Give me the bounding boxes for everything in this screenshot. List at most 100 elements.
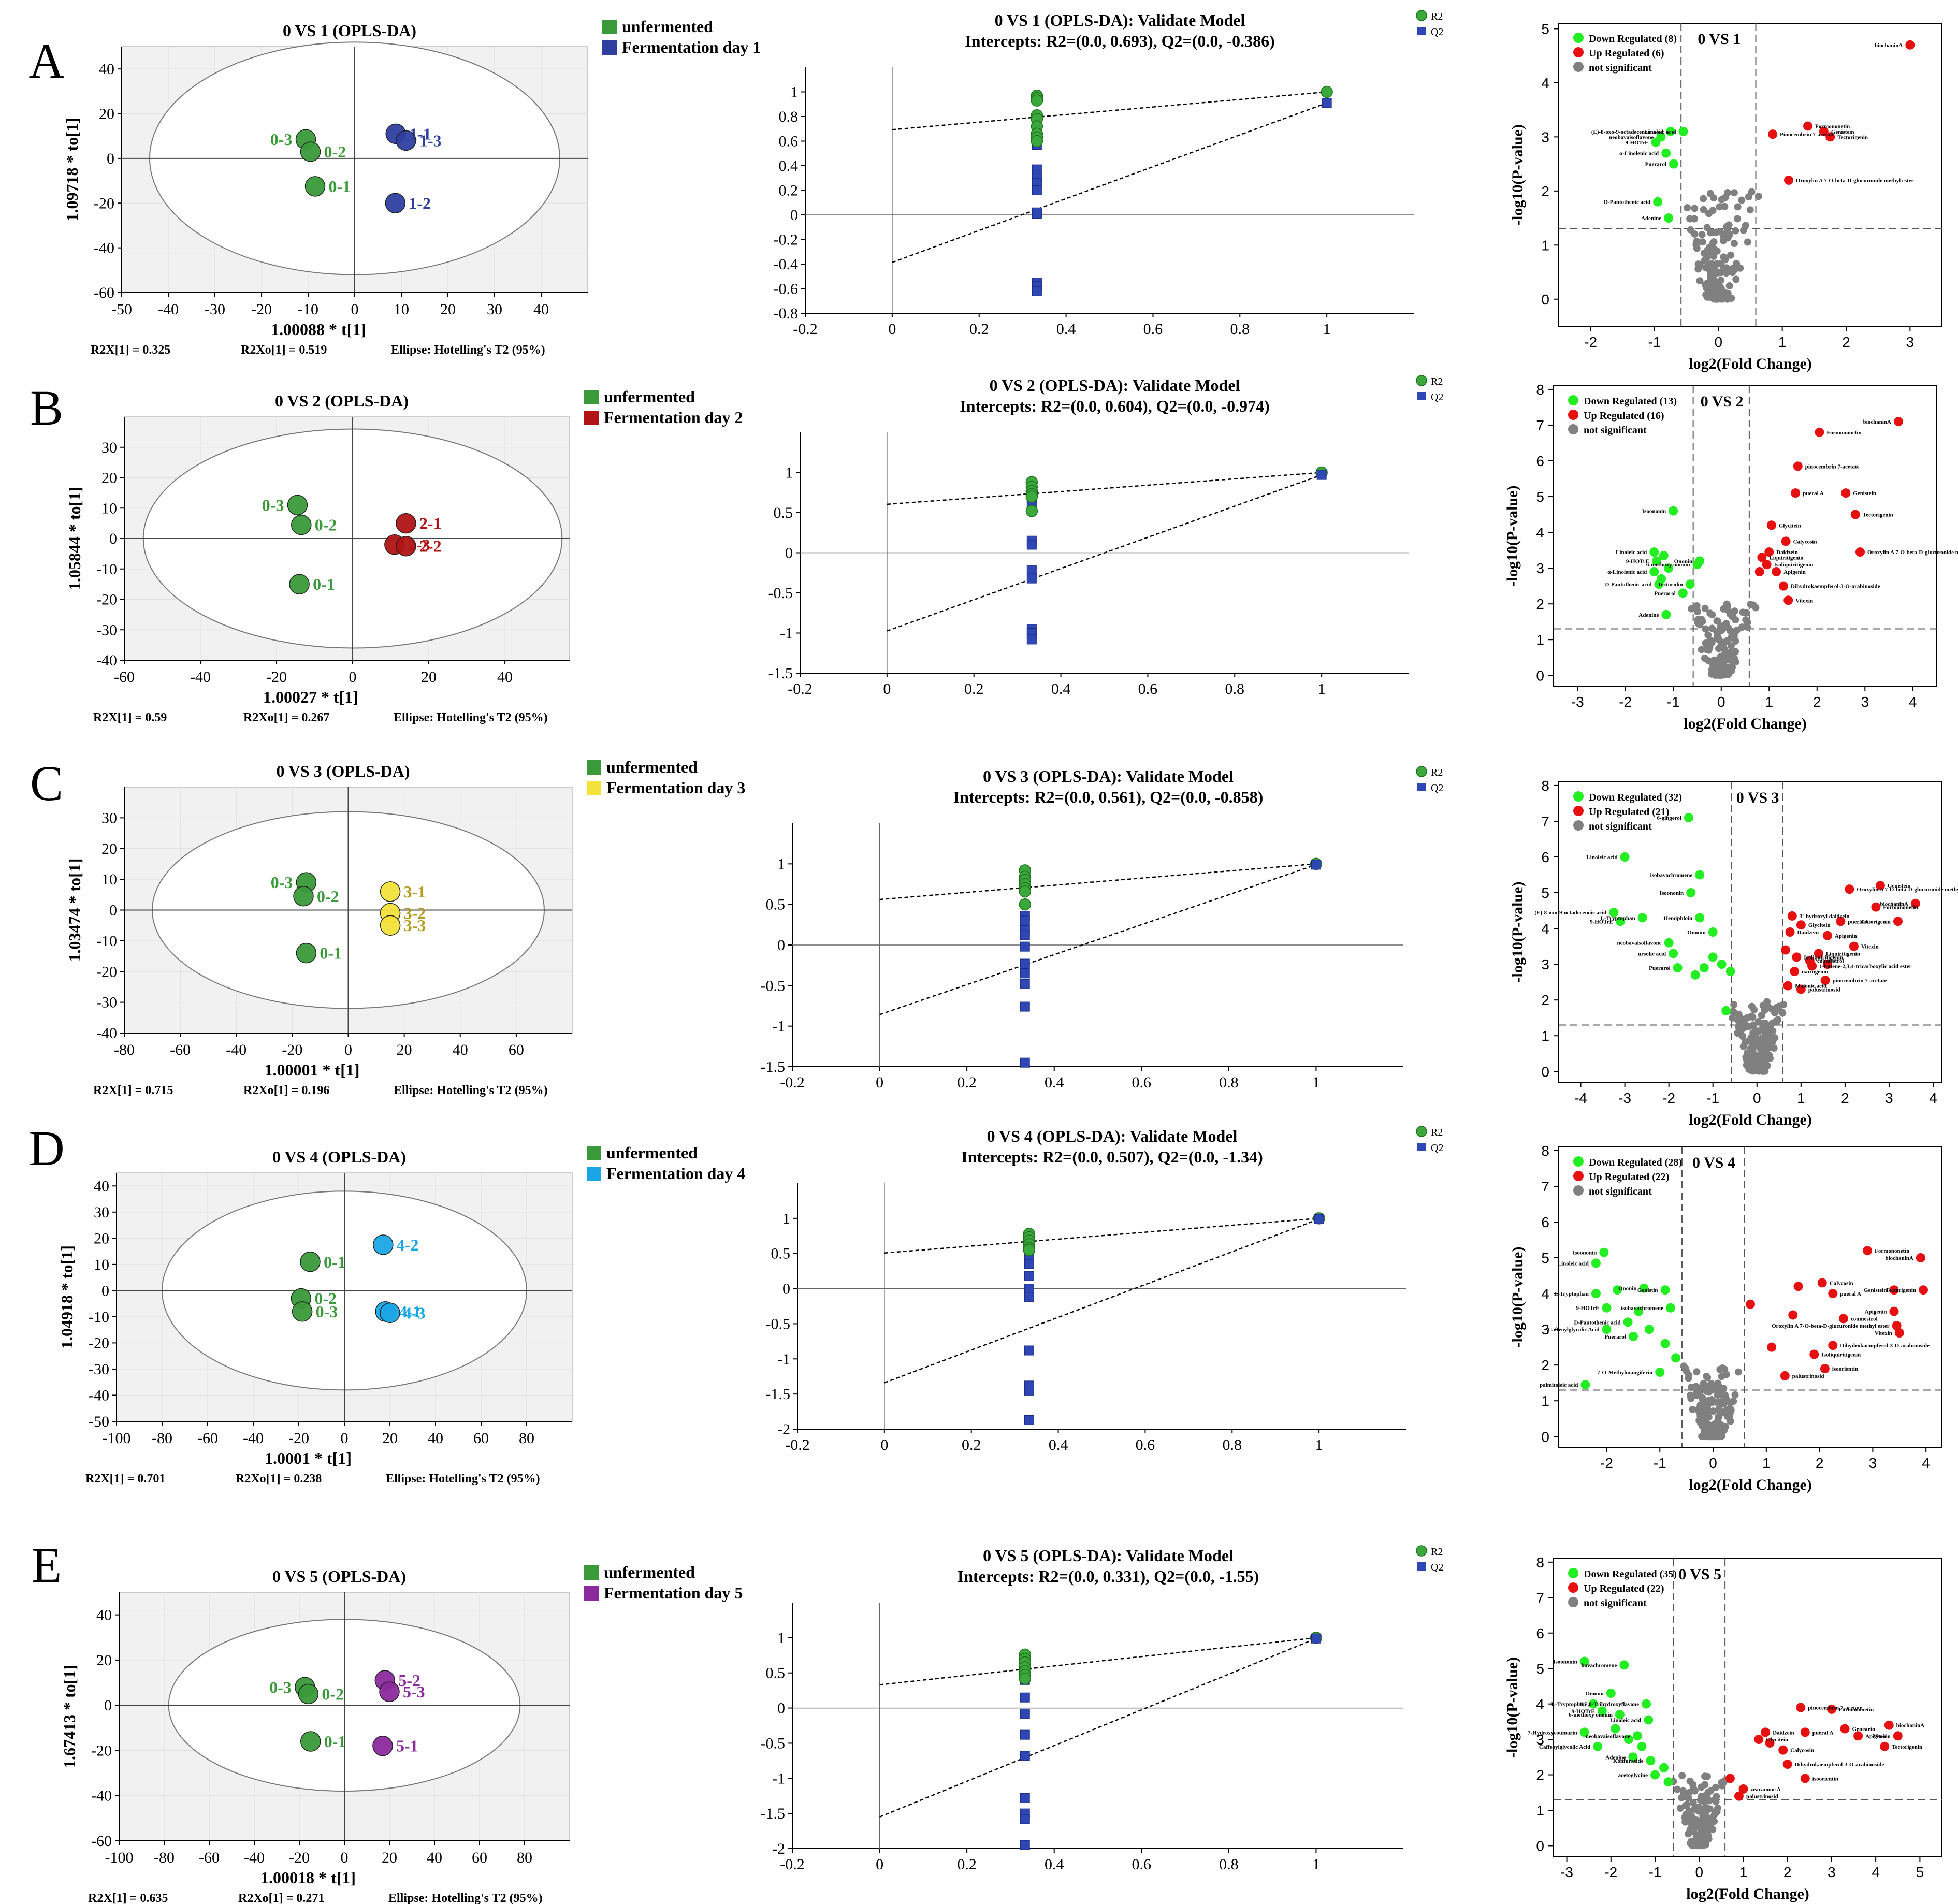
ns-point <box>1779 1009 1787 1017</box>
y-axis-label: -log10(P-value) <box>1509 124 1526 225</box>
ns-point <box>1709 1826 1717 1834</box>
q2-point <box>1032 286 1042 296</box>
y-tick-label: -1 <box>777 1350 790 1368</box>
x-axis-label: log2(Fold Change) <box>1689 1476 1812 1493</box>
legend-label: not significant <box>1589 62 1652 74</box>
metabolite-label: Puerarol <box>1649 965 1670 971</box>
volcano-title: 0 VS 4 <box>1692 1154 1735 1171</box>
chart-title: 0 VS 4 (OPLS-DA): Validate Model <box>987 1127 1238 1145</box>
ns-point <box>1676 1805 1684 1812</box>
up-point <box>1725 1774 1735 1783</box>
ns-point <box>1762 1035 1770 1043</box>
down-point <box>1664 563 1673 573</box>
x-tick-label: -0.2 <box>780 1074 805 1091</box>
footer-r2x: R2X[1] = 0.701 <box>85 1472 165 1486</box>
score-point-label: 0-1 <box>313 575 335 593</box>
y-tick-label: -0.2 <box>774 231 799 249</box>
x-tick-label: -60 <box>114 668 135 686</box>
metabolite-label: Apigenin <box>1865 1309 1887 1315</box>
ns-point <box>1686 1789 1693 1796</box>
x-tick-label: -20 <box>266 668 287 686</box>
down-point <box>1708 927 1718 937</box>
q2-point <box>1020 1001 1030 1012</box>
x-tick-label: 0.4 <box>1045 1856 1064 1873</box>
legend-swatch <box>602 20 617 34</box>
up-point <box>1838 1314 1848 1324</box>
metabolite-label: biochaninA <box>1896 1723 1924 1729</box>
up-point <box>1792 952 1802 962</box>
y-tick-label: 1 <box>782 1210 790 1227</box>
q2-point <box>1024 1259 1034 1269</box>
ns-point <box>1723 264 1731 272</box>
chart-title: 0 VS 4 (OPLS-DA) <box>272 1147 406 1166</box>
q2-point <box>1020 968 1030 979</box>
up-point <box>1894 1328 1904 1338</box>
x-axis-label: 1.0001 * t[1] <box>265 1449 352 1467</box>
up-point <box>1849 941 1859 951</box>
ns-point <box>1727 642 1735 650</box>
ns-point <box>1749 1022 1757 1030</box>
metabolite-label: (E)-8-oxo-9-octadecenoic acid <box>1534 910 1606 916</box>
r2-regression-line <box>887 472 1322 505</box>
legend-label: unfermented <box>606 758 698 776</box>
down-point <box>1639 1283 1649 1293</box>
plot-frame <box>1553 385 1937 687</box>
x-tick-label: -2 <box>1619 694 1632 710</box>
metabolite-label: Puerarol <box>1645 162 1666 168</box>
x-tick-label: 2 <box>1841 1090 1849 1106</box>
ns-point <box>1747 1058 1755 1066</box>
score-point-label: 0-1 <box>324 1253 346 1271</box>
x-tick-label: -100 <box>103 1430 131 1447</box>
y-tick-label: 2 <box>1541 1357 1549 1373</box>
metabolite-label: Formononetin <box>1875 1248 1909 1254</box>
ns-point <box>1744 1049 1751 1057</box>
y-axis-label: -log10(P-value) <box>1509 882 1526 983</box>
up-point <box>1787 911 1797 921</box>
down-point <box>1628 1752 1638 1762</box>
x-tick-label: 0.8 <box>1219 1856 1239 1873</box>
ns-point <box>1678 1772 1686 1780</box>
y-tick-label: 6 <box>1536 1625 1544 1641</box>
ns-point <box>1720 1427 1728 1434</box>
ns-point <box>1752 1029 1760 1037</box>
y-tick-label: -20 <box>96 591 117 608</box>
ns-point <box>1710 1811 1718 1819</box>
y-tick-label: -1.5 <box>761 1805 786 1822</box>
permutation-plot-D: -0.2 0 0.2 0.4 0.6 0.8 1 1 0.5 0 -0.5 -1 -1.5 -2 0 VS … <box>766 1126 1443 1454</box>
legend-label: Down Regulated (13) <box>1584 396 1677 407</box>
x-tick-label: 0 <box>876 1074 883 1091</box>
metabolite-label: palustrinosid <box>1792 1373 1824 1379</box>
x-tick-label: 10 <box>394 301 409 318</box>
x-tick-label: -1 <box>1706 1090 1719 1106</box>
metabolite-label: Ononin <box>1618 1286 1636 1292</box>
up-point <box>1892 1321 1902 1331</box>
metabolite-label: Ononin <box>1687 929 1705 936</box>
score-point-0-2 <box>291 514 312 535</box>
y-tick-label: -20 <box>94 195 114 212</box>
y-tick-label: 0.5 <box>774 504 793 521</box>
down-point <box>1661 148 1671 158</box>
up-point <box>1880 1741 1890 1751</box>
ns-point <box>1727 1417 1734 1425</box>
y-axis-label: 1.05844 * to[1] <box>65 487 84 590</box>
legend-q2-swatch <box>1417 392 1426 400</box>
q2-point-original <box>1316 470 1327 480</box>
up-point <box>1815 427 1824 437</box>
metabolite-label: Vitexin <box>1795 598 1813 604</box>
legend-swatch <box>602 40 617 55</box>
metabolite-label: Isoliquiritigenin <box>1804 954 1843 961</box>
ns-point <box>1715 269 1722 277</box>
x-tick-label: -0.2 <box>780 1856 805 1873</box>
metabolite-label: Tectorigenin <box>1886 1287 1916 1293</box>
y-tick-label: 0 <box>1541 1429 1549 1445</box>
ns-point <box>1732 275 1740 283</box>
y-tick-label: 0 <box>790 207 798 224</box>
chart-title: 0 VS 3 (OPLS-DA): Validate Model <box>983 767 1234 786</box>
legend-label: unfermented <box>604 387 695 406</box>
y-tick-label: 8 <box>1541 778 1549 794</box>
metabolite-label: Apigenin <box>1783 569 1806 575</box>
ns-point <box>1713 260 1721 268</box>
footer-ellipse: Ellipse: Hotelling's T2 (95%) <box>391 343 545 357</box>
metabolite-label: Tectorigenin <box>1892 1744 1922 1750</box>
ns-point <box>1717 228 1724 236</box>
